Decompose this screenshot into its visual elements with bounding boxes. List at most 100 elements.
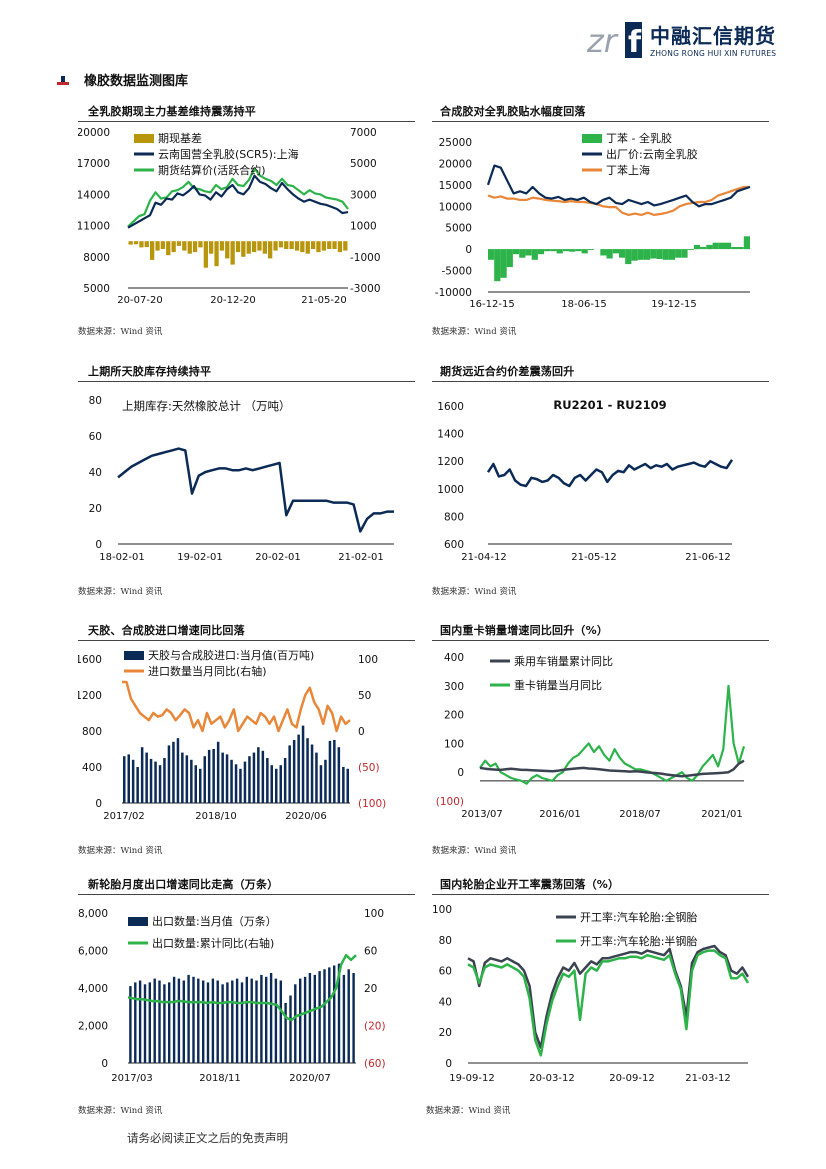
y-tick-label: 60: [89, 431, 102, 443]
export-bar: [153, 978, 156, 1063]
export-bar: [158, 980, 161, 1063]
x-tick-label: 19-09-12: [449, 1073, 494, 1084]
import-bar: [185, 755, 189, 803]
basis-bar: [294, 241, 300, 251]
y-tick-label: -5000: [441, 266, 472, 278]
y-tick-label: 0: [101, 1058, 108, 1070]
y-tick-label: 4,000: [78, 983, 108, 995]
export-bar: [347, 969, 350, 1064]
y-tick-label: 100: [444, 738, 464, 750]
export-bar: [303, 976, 307, 1064]
chart-title-operating-rate: 国内轮胎企业开工率震荡回落（%）: [440, 878, 620, 891]
import-bar: [248, 756, 251, 803]
y-tick-label: 40: [89, 467, 102, 479]
title-rule: [432, 640, 769, 641]
y2-tick-label: 7000: [350, 127, 377, 139]
export-bar: [337, 963, 341, 1063]
basis-bar: [252, 241, 257, 253]
import-bar: [127, 754, 130, 803]
y2-tick-label: (20): [364, 1021, 386, 1033]
export-bar: [352, 973, 355, 1063]
legend-basis-swatch: [134, 134, 154, 143]
import-bar: [266, 758, 269, 803]
basis-bar: [150, 241, 155, 260]
y-tick-label: 400: [82, 762, 102, 774]
import-bar: [158, 765, 162, 803]
legend-natural: 出厂价:云南全乳胶: [606, 147, 698, 161]
company-name-en: ZHONG RONG HUI XIN FUTURES: [650, 49, 777, 58]
y-tick-label: 1000: [437, 484, 464, 496]
basis-bar: [155, 241, 160, 251]
export-bar: [333, 965, 336, 1063]
title-rule: [432, 894, 769, 895]
chart-imports: 1600 1200 800 400 0 100 50 0 (50) (100) 2017/02 201…: [78, 648, 386, 822]
import-bar: [243, 761, 247, 803]
chart-operating-rate: 100 80 60 40 20 0 19-09-12 20-03-12 20-09-12 21-0…: [432, 904, 750, 1084]
x-tick-label: 2018/07: [619, 809, 661, 820]
legend-semi-steel-tire: 开工率:汽车轮胎:半钢胎: [580, 934, 697, 948]
export-bar: [206, 982, 210, 1063]
natural-line: [486, 164, 751, 208]
x-tick-label: 2018/10: [195, 811, 237, 822]
basis-bar: [144, 241, 149, 248]
spread-bar: [712, 242, 719, 250]
basis-bar: [166, 241, 171, 256]
title-rule: [78, 894, 415, 895]
import-bar: [199, 768, 202, 803]
basis-bar: [246, 241, 251, 254]
export-bar: [226, 982, 229, 1063]
export-bar: [216, 980, 219, 1063]
legend-steel-tire: 开工率:汽车轮胎:全钢胎: [580, 910, 697, 924]
y-tick-label: 1600: [437, 401, 464, 413]
import-bar: [306, 738, 309, 803]
x-tick-label: 18-06-15: [561, 299, 606, 310]
y-tick-label: 20000: [78, 127, 110, 139]
basis-bar: [289, 241, 294, 249]
import-bar: [292, 740, 296, 803]
basis-bar: [230, 241, 235, 265]
import-bar: [221, 752, 224, 803]
y-tick-label: 8000: [83, 252, 110, 264]
y2-tick-label: 60: [364, 946, 377, 958]
spread-bar: [725, 242, 732, 250]
spread-bar: [600, 249, 607, 256]
y-tick-label: 600: [444, 539, 464, 551]
y-tick-label: 1200: [437, 456, 464, 468]
spread-bar: [513, 249, 520, 255]
title-rule: [432, 121, 769, 122]
import-bar: [145, 752, 148, 803]
spread-bar: [619, 249, 626, 258]
import-bar: [167, 745, 171, 803]
import-bar: [123, 756, 126, 803]
import-bar: [212, 749, 215, 803]
import-bar: [346, 768, 349, 803]
source-note: 数据来源：Wind 资讯: [432, 846, 517, 856]
basis-bar: [273, 241, 278, 251]
spread-bar: [544, 249, 551, 252]
import-bar: [154, 761, 157, 803]
spread-bar: [581, 249, 588, 254]
export-bar: [318, 971, 321, 1063]
source-note: 数据来源：Wind 资讯: [432, 587, 517, 597]
y2-tick-label: 100: [364, 908, 384, 920]
import-bar: [315, 752, 318, 803]
y2-tick-label: 5000: [350, 158, 377, 170]
basis-bar: [160, 241, 165, 249]
y-tick-label: 0: [95, 539, 102, 551]
y-tick-label: 60: [439, 966, 452, 978]
spread-bar: [631, 249, 638, 261]
export-bar: [182, 980, 185, 1063]
logo-f-mark: f: [628, 25, 642, 60]
car-yoy-line: [479, 759, 745, 778]
chart-title-imports: 天胶、合成胶进口增速同比回落: [88, 624, 245, 637]
export-bar: [240, 982, 244, 1063]
x-tick-label: 2016/01: [539, 809, 581, 820]
import-bar: [275, 768, 278, 803]
chart-annotation: 上期库存:天然橡胶总计 （万吨）: [122, 399, 291, 413]
spread-bar: [500, 249, 507, 278]
legend-spot: 云南国营全乳胶(SCR5):上海: [158, 147, 299, 161]
legend-exports: 出口数量:当月值（万条）: [152, 914, 277, 928]
export-bar: [192, 976, 195, 1064]
import-bar: [149, 758, 153, 803]
